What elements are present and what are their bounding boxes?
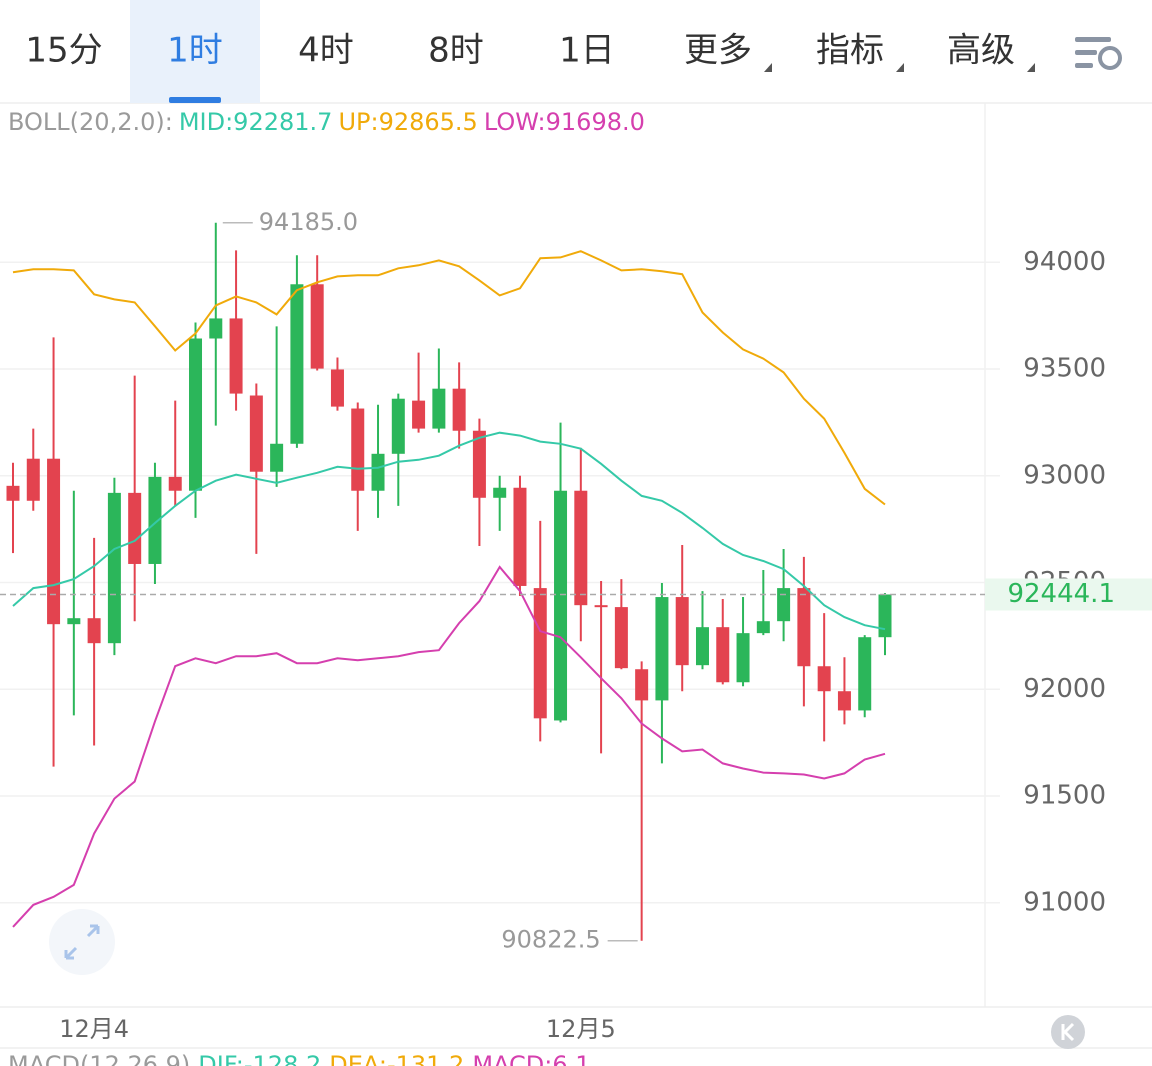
legend-entry: MACD:6.1 xyxy=(472,1051,590,1066)
candle-body xyxy=(371,453,385,491)
button-bg xyxy=(49,909,115,975)
expand-icon xyxy=(64,924,100,960)
tab[interactable]: 指标 xyxy=(816,31,884,71)
x-tick-label: 12月4 xyxy=(59,1015,129,1043)
k-icon xyxy=(1061,1022,1075,1042)
candle-body xyxy=(635,669,649,701)
candle-body xyxy=(858,637,872,711)
candle-body xyxy=(310,284,324,369)
icon-bar xyxy=(1075,63,1093,68)
candle-body xyxy=(452,388,466,431)
legend-entry: UP:92865.5 xyxy=(338,108,477,136)
candle-body xyxy=(168,476,182,491)
candle-body xyxy=(249,395,263,472)
candle-body xyxy=(6,485,20,501)
candle-body xyxy=(270,443,284,472)
macd-legend: MACD(12,26,9) DIF:-128.2 DEA:-131.2 MACD:6.… xyxy=(8,1051,591,1066)
candle-body xyxy=(695,627,709,666)
icon-bar xyxy=(1075,50,1097,55)
candle-body xyxy=(412,400,426,429)
min-label: 90822.5 xyxy=(501,926,600,954)
candle-body xyxy=(229,318,243,394)
y-tick-label: 93000 xyxy=(1023,460,1106,490)
candle-body xyxy=(797,588,811,667)
legend-entry: MACD(12,26,9) xyxy=(8,1051,190,1066)
boll-line xyxy=(12,250,886,506)
candle-body xyxy=(47,458,61,625)
legend-entry: DIF:-128.2 xyxy=(198,1051,321,1066)
candle-body xyxy=(391,398,405,454)
boll-legend: BOLL(20,2.0): MID:92281.7 UP:92865.5 LOW:91… xyxy=(8,108,645,136)
legend-entry: DEA:-131.2 xyxy=(329,1051,464,1066)
legend-entry: MID:92281.7 xyxy=(179,108,333,136)
dropdown-triangle xyxy=(896,63,904,72)
tab[interactable]: 1日 xyxy=(559,31,615,71)
candle-body xyxy=(87,618,101,644)
candle-body xyxy=(777,588,791,622)
candle-body xyxy=(533,588,547,719)
candle-body xyxy=(107,492,121,644)
y-tick-label: 91000 xyxy=(1023,887,1106,917)
candle-body xyxy=(716,627,730,683)
tab[interactable]: 15分 xyxy=(25,31,102,71)
tab[interactable]: 8时 xyxy=(428,31,484,71)
y-tick-label: 92000 xyxy=(1023,674,1106,704)
candle-body xyxy=(878,594,892,638)
dropdown-triangle xyxy=(1027,63,1035,72)
candle-body xyxy=(574,490,588,606)
collapse-button[interactable] xyxy=(1051,1015,1085,1049)
candle-body xyxy=(330,369,344,407)
candle-body xyxy=(513,487,527,586)
active-tab-indicator xyxy=(169,97,221,103)
candle-body xyxy=(26,458,40,501)
candle-body xyxy=(472,430,486,498)
legend-entry: LOW:91698.0 xyxy=(484,108,645,136)
candle-body xyxy=(817,666,831,692)
candle-body xyxy=(837,691,851,711)
candle-body xyxy=(493,487,507,498)
icon-gear xyxy=(1098,46,1122,70)
candle-body xyxy=(209,318,223,339)
candle-body xyxy=(128,492,142,564)
tab[interactable]: 4时 xyxy=(298,31,354,71)
active-tab-bg xyxy=(130,0,260,103)
y-tick-label: 93500 xyxy=(1023,354,1106,384)
candle-body xyxy=(756,621,770,634)
price-label: 92444.1 xyxy=(1007,579,1115,609)
price-tag xyxy=(985,578,1152,611)
dropdown-triangle xyxy=(764,63,772,72)
tab[interactable]: 1时 xyxy=(167,31,223,71)
tab[interactable]: 更多 xyxy=(684,31,752,71)
expand-button[interactable] xyxy=(49,909,115,975)
candle-body xyxy=(594,605,608,608)
icon-bar xyxy=(1075,37,1111,42)
y-tick-label: 94000 xyxy=(1023,247,1106,277)
legend-entry: BOLL(20,2.0): xyxy=(8,108,173,136)
candle-body xyxy=(189,338,203,491)
y-tick-label: 91500 xyxy=(1023,781,1106,811)
button-bg xyxy=(1051,1015,1085,1049)
candle-body xyxy=(736,633,750,683)
candle-body xyxy=(614,607,628,669)
candle-body xyxy=(290,284,304,444)
candle-body xyxy=(67,618,81,625)
candle-body xyxy=(148,476,162,564)
max-label: 94185.0 xyxy=(259,208,358,236)
settings-icon[interactable] xyxy=(1075,37,1122,70)
x-tick-label: 12月5 xyxy=(546,1015,616,1043)
candle-body xyxy=(554,490,568,721)
boll-line xyxy=(12,431,886,631)
candle-body xyxy=(432,388,446,429)
boll-line xyxy=(12,565,886,928)
candle-body xyxy=(655,597,669,701)
candle-body xyxy=(351,408,365,491)
tab[interactable]: 高级 xyxy=(947,31,1015,71)
candle-body xyxy=(675,597,689,666)
